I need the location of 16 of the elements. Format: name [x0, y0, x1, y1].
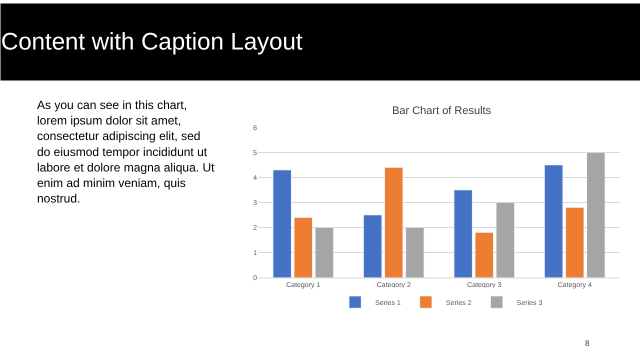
bar [586, 152, 606, 278]
text: Content with Caption Layout [1, 28, 303, 56]
bar [384, 167, 404, 278]
bar [544, 164, 563, 278]
bar [363, 214, 382, 278]
bar [454, 190, 472, 278]
text: As you can see in this chart, lorem ipsum dolor sit amet, consectetur adipiscing elit, sed do eiusmod tempor incididunt ut labore et dolore magna aliqua. Ut enim ad minim veniam, quis nostrud. [37, 98, 216, 206]
bar [565, 207, 584, 278]
bar [406, 227, 424, 278]
chart-title: Bar Chart of Results [392, 104, 492, 117]
bar [294, 217, 313, 278]
bar [315, 227, 334, 278]
bar [474, 232, 494, 278]
text: 8 [585, 339, 590, 348]
bar [496, 202, 515, 278]
bar [272, 170, 292, 278]
